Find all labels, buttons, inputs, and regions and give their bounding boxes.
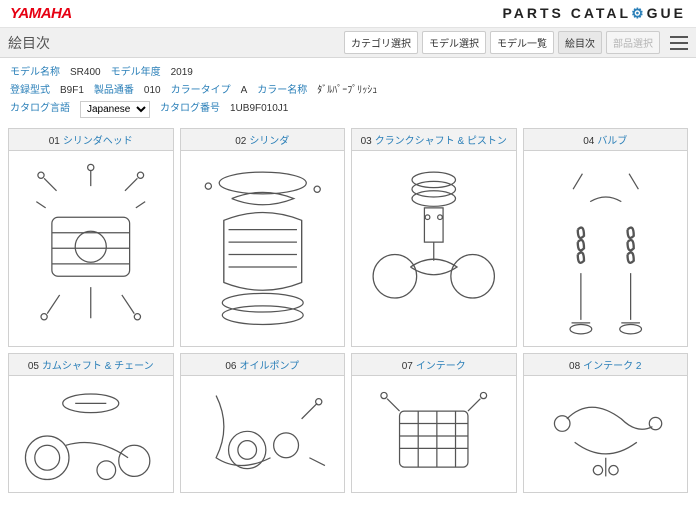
card-header: 02シリンダ [181,129,345,151]
exploded-diagram-icon [9,151,173,346]
card-header: 03クランクシャフト & ピストン [352,129,516,151]
figure-card[interactable]: 02シリンダ [180,128,346,347]
card-header: 06オイルポンプ [181,354,345,376]
card-header: 05カムシャフト & チェーン [9,354,173,376]
exploded-diagram-icon [352,151,516,346]
catalogue-title: PARTS CATAL⚙GUE [502,5,686,22]
exploded-diagram-icon [524,151,688,346]
exploded-diagram-icon [9,376,173,493]
page-title: 絵目次 [8,33,50,53]
figure-card[interactable]: 04バルブ [523,128,689,347]
figure-card[interactable]: 05カムシャフト & チェーン [8,353,174,494]
figure-card[interactable]: 07インテーク [351,353,517,494]
nav-model-list[interactable]: モデル一覧 [490,31,554,54]
figure-card[interactable]: 06オイルポンプ [180,353,346,494]
exploded-diagram-icon [352,376,516,493]
card-title: インテーク 2 [583,361,641,372]
nav-figure-index[interactable]: 絵目次 [558,31,602,54]
exploded-diagram-icon [181,376,345,493]
card-num: 04 [583,136,594,147]
model-meta: モデル名称 SR400 モデル年度 2019 登録型式 B9F1 製品通番 01… [0,58,696,122]
menu-icon[interactable] [670,36,688,50]
model-year-value: 2019 [171,64,193,82]
exploded-diagram-icon [524,376,688,493]
catalog-lang-select[interactable]: Japanese [80,101,150,118]
card-header: 07インテーク [352,354,516,376]
nav-model-select[interactable]: モデル選択 [422,31,486,54]
card-title: クランクシャフト & ピストン [375,136,507,147]
topbar: YAMAHA PARTS CATAL⚙GUE [0,0,696,28]
color-name-label: カラー名称 [257,82,307,100]
model-name-value: SR400 [70,64,101,82]
reg-type-label: 登録型式 [10,82,50,100]
exploded-diagram-icon [181,151,345,346]
card-title: カムシャフト & チェーン [42,361,154,372]
card-title: インテーク [416,361,466,372]
figure-card[interactable]: 01シリンダヘッド [8,128,174,347]
color-type-value: A [241,82,248,100]
reg-type-value: B9F1 [60,82,84,100]
card-num: 03 [361,136,372,147]
card-num: 02 [235,136,246,147]
product-code-label: 製品通番 [94,82,134,100]
card-title: オイルポンプ [239,361,299,372]
nav-category[interactable]: カテゴリ選択 [344,31,418,54]
card-header: 01シリンダヘッド [9,129,173,151]
brand-logo: YAMAHA [10,5,72,22]
gear-icon: ⚙ [631,5,647,21]
card-num: 01 [49,136,60,147]
catalog-lang-label: カタログ言語 [10,100,70,118]
catalog-num-value: 1UB9F010J1 [230,100,288,118]
breadcrumb-nav: カテゴリ選択 モデル選択 モデル一覧 絵目次 部品選択 [344,31,688,54]
color-name-value: ﾀﾞﾙﾊﾟｰﾌﾟﾘｯｼｭ [317,82,377,100]
color-type-label: カラータイプ [171,82,231,100]
card-title: シリンダヘッド [63,136,133,147]
model-name-label: モデル名称 [10,64,60,82]
figure-grid: 01シリンダヘッド 02シリンダ [0,122,696,499]
product-code-value: 010 [144,82,161,100]
card-header: 08インテーク 2 [524,354,688,376]
nav-parts-select: 部品選択 [606,31,660,54]
card-num: 05 [28,361,39,372]
card-num: 08 [569,361,580,372]
card-title: シリンダ [249,136,289,147]
subbar: 絵目次 カテゴリ選択 モデル選択 モデル一覧 絵目次 部品選択 [0,28,696,58]
card-header: 04バルブ [524,129,688,151]
card-num: 07 [402,361,413,372]
figure-card[interactable]: 03クランクシャフト & ピストン [351,128,517,347]
figure-card[interactable]: 08インテーク 2 [523,353,689,494]
card-num: 06 [225,361,236,372]
card-title: バルブ [597,136,627,147]
model-year-label: モデル年度 [111,64,161,82]
catalog-num-label: カタログ番号 [160,100,220,118]
